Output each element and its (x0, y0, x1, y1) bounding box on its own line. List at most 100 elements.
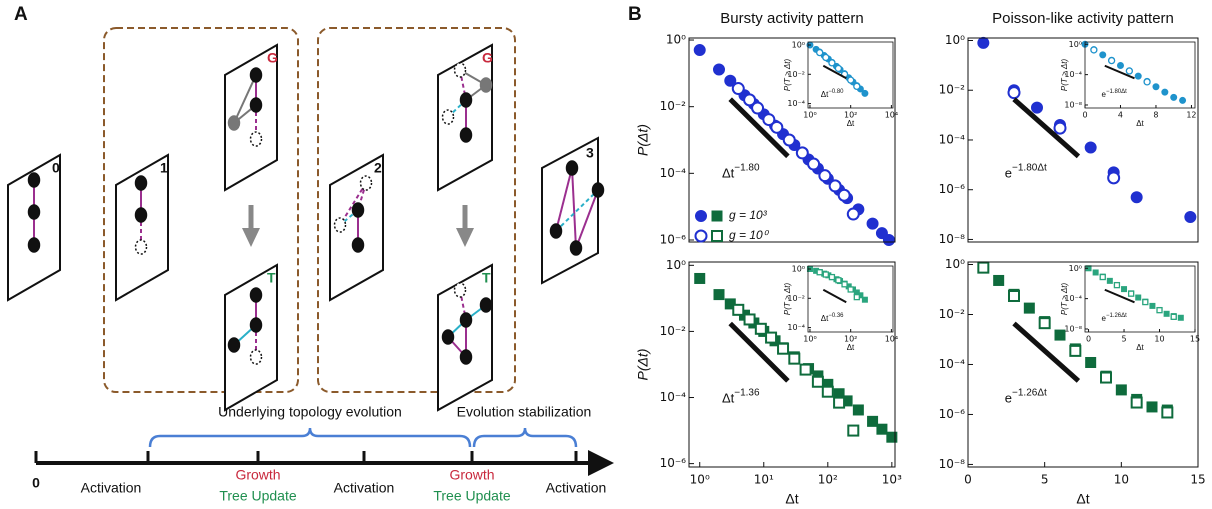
node (549, 223, 563, 239)
point (731, 82, 745, 96)
point (876, 423, 888, 435)
point (1179, 96, 1187, 104)
step-arrow-head (242, 228, 260, 247)
point (807, 157, 821, 171)
y-tick-label: 10⁻⁴ (660, 390, 687, 404)
node (351, 202, 365, 218)
point (841, 281, 848, 288)
y-tick-label: 10⁻² (939, 83, 966, 97)
bracket (148, 427, 472, 448)
frame (224, 263, 278, 412)
point (821, 385, 834, 398)
point (993, 274, 1005, 286)
point (1127, 290, 1135, 297)
step-arrow-head (456, 228, 474, 247)
point (816, 49, 824, 57)
reference-line (1104, 64, 1135, 80)
point (751, 101, 765, 115)
point (754, 322, 767, 335)
annotation-exponent: −1.26Δt (1106, 312, 1127, 318)
point (765, 331, 778, 344)
bracket-label: Underlying topology evolution (218, 404, 402, 420)
frame (115, 153, 169, 302)
node (249, 287, 263, 303)
event-label: Activation (334, 480, 395, 496)
point (1135, 294, 1142, 301)
x-tick-label: 10² (844, 111, 857, 120)
node (27, 172, 41, 188)
node (453, 282, 467, 298)
annotation: Δt−1.80 (722, 162, 760, 181)
y-tick-label: 10⁻⁶ (660, 232, 687, 246)
point (977, 36, 990, 49)
y-tick-label: 10⁻⁶ (939, 407, 966, 421)
point (1134, 72, 1142, 80)
event-label: Activation (546, 480, 607, 496)
x-tick-label: 10 (1114, 473, 1129, 487)
bracket-label: Evolution stabilization (457, 404, 592, 420)
point (762, 113, 776, 127)
x-tick-label: 15 (1190, 335, 1200, 344)
y-tick-label: 10⁰ (666, 33, 686, 47)
annotation: e−1.26Δt (1102, 312, 1128, 323)
y-tick-label: 10⁻⁸ (939, 457, 966, 471)
y-axis-label: P(T > Δt) (783, 283, 792, 316)
x-tick-label: 10⁰ (803, 111, 816, 120)
annotation: Δt−0.80 (821, 88, 844, 99)
reference-line (728, 321, 790, 383)
frame (224, 43, 278, 192)
y-axis-label: P(T > Δt) (1060, 59, 1069, 92)
point (1177, 314, 1184, 321)
y-tick-label: 10⁰ (945, 33, 965, 47)
y-tick-label: 10⁻² (660, 99, 687, 113)
point (1107, 171, 1121, 185)
chart-title: Poisson-like activity pattern (992, 10, 1174, 27)
legend-swatch (694, 229, 708, 243)
annotation-exponent: −1.80Δt (1012, 162, 1047, 173)
point (782, 133, 796, 147)
point (1008, 289, 1020, 302)
y-tick-label: 10⁰ (792, 40, 805, 49)
point (867, 415, 879, 427)
x-axis-label: Δt (1136, 119, 1144, 128)
y-tick-label: 10⁻⁸ (1064, 100, 1082, 109)
event-label: Activation (81, 480, 142, 496)
legend-swatch (711, 210, 723, 222)
node (453, 62, 467, 78)
plot-frame (688, 261, 896, 468)
reference-line (1012, 321, 1081, 383)
annotation-exponent: −0.36 (828, 312, 844, 318)
plot-frame (688, 37, 896, 243)
point (1106, 277, 1113, 284)
point (1038, 317, 1051, 330)
annotation-base: Δt (722, 391, 735, 406)
reference-line (1104, 288, 1135, 304)
x-axis-label: Δt (785, 491, 798, 507)
node (227, 115, 241, 131)
annotation-base: e (1005, 391, 1012, 406)
x-tick-label: 10³ (882, 473, 902, 487)
point (861, 296, 868, 303)
point (847, 286, 854, 293)
point (1130, 191, 1143, 204)
point (847, 424, 860, 437)
annotation: Δt−1.36 (722, 387, 760, 406)
y-tick-label: 10⁰ (1069, 264, 1082, 273)
annotation-base: Δt (821, 90, 829, 99)
point (1085, 356, 1097, 368)
node (333, 217, 347, 233)
annotation-base: Δt (821, 314, 829, 323)
point (852, 404, 864, 416)
reference-line (822, 64, 847, 80)
node (459, 127, 473, 143)
node (27, 204, 41, 220)
x-tick-label: 5 (1041, 473, 1049, 487)
node (479, 297, 493, 313)
y-tick-label: 10⁻⁴ (939, 357, 966, 371)
y-tick-label: 10⁻⁴ (660, 166, 687, 180)
y-tick-label: 10⁻⁸ (939, 232, 966, 246)
point (1054, 329, 1066, 341)
node (569, 240, 583, 256)
frame-label: G (267, 50, 278, 66)
